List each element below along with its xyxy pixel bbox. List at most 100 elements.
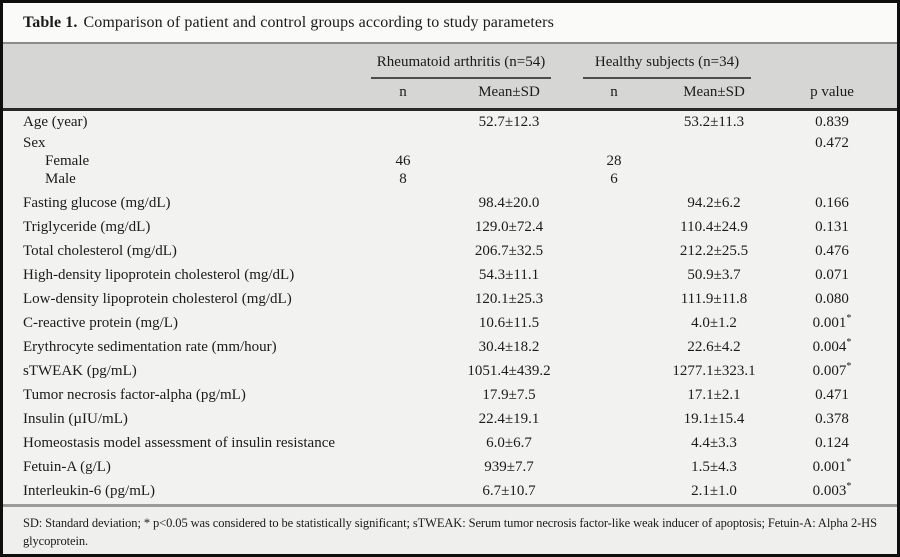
- hs-n-value: 6: [610, 170, 618, 187]
- parameter-label: Insulin (µIU/mL): [23, 410, 128, 427]
- hs-mean-value: 17.1±2.1: [687, 386, 741, 403]
- hs-mean-value: [661, 171, 767, 189]
- group-header-rheumatoid: Rheumatoid arthritis (n=54): [355, 44, 567, 79]
- hs-mean-value: 111.9±11.8: [680, 290, 748, 307]
- table-row: Sex 0.472: [3, 135, 897, 153]
- sub-header-row: n Mean±SD n Mean±SD p value: [3, 79, 897, 111]
- table-number: Table 1.: [23, 14, 78, 31]
- hs-mean-value: 4.4±3.3: [691, 434, 737, 451]
- table-row: Insulin (µIU/mL) 22.4±19.1 19.1±15.4 0.378: [3, 408, 897, 432]
- ra-n-value: [355, 432, 451, 456]
- hs-mean-value: 50.9±3.7: [687, 266, 741, 283]
- hs-mean-header: Mean±SD: [661, 79, 768, 111]
- parameter-label: Age (year): [23, 113, 88, 130]
- ra-mean-value: 98.4±20.0: [478, 194, 540, 211]
- hs-n-header: n: [567, 79, 661, 111]
- ra-mean-value: 17.9±7.5: [482, 386, 536, 403]
- hs-mean-value: 110.4±24.9: [680, 218, 748, 235]
- group-header-rheumatoid-label: Rheumatoid arthritis (n=54): [371, 54, 551, 79]
- parameter-label: Fasting glucose (mg/dL): [23, 194, 171, 211]
- ra-n-value: [355, 216, 451, 240]
- hs-n-value: [567, 135, 661, 153]
- hs-n-value: [567, 109, 661, 135]
- ra-n-value: [355, 109, 451, 135]
- parameter-label: Low-density lipoprotein cholesterol (mg/…: [23, 290, 292, 307]
- hs-n-value: [567, 189, 661, 216]
- hs-mean-value: 2.1±1.0: [691, 482, 737, 499]
- param-header-spacer: [3, 44, 355, 79]
- ra-mean-value: 52.7±12.3: [478, 113, 540, 130]
- hs-mean-value: 19.1±15.4: [683, 410, 745, 427]
- p-value: 0.472: [815, 134, 849, 151]
- ra-mean-value: 10.6±11.5: [478, 314, 540, 331]
- p-value: 0.001*: [812, 312, 852, 331]
- group-header-healthy: Healthy subjects (n=34): [567, 44, 767, 79]
- ra-n-value: [355, 360, 451, 384]
- hs-mean-value: 1.5±4.3: [691, 458, 737, 475]
- ra-n-value: [355, 135, 451, 153]
- hs-n-value: [567, 408, 661, 432]
- parameter-label: Interleukin-6 (pg/mL): [23, 482, 156, 499]
- ra-n-value: [355, 456, 451, 480]
- p-header-spacer: [767, 44, 897, 79]
- ra-mean-value: 22.4±19.1: [478, 410, 540, 427]
- table-footnote: SD: Standard deviation; * p<0.05 was con…: [3, 503, 897, 554]
- p-value: [767, 171, 897, 189]
- p-value: 0.071: [815, 266, 849, 283]
- comparison-table: Rheumatoid arthritis (n=54) Healthy subj…: [3, 44, 897, 504]
- parameter-label: C-reactive protein (mg/L): [23, 314, 178, 331]
- p-value: 0.378: [815, 410, 849, 427]
- table-row: High-density lipoprotein cholesterol (mg…: [3, 264, 897, 288]
- hs-n-value: [567, 288, 661, 312]
- p-value: 0.131: [815, 218, 849, 235]
- parameter-label: High-density lipoprotein cholesterol (mg…: [23, 266, 295, 283]
- ra-mean-header: Mean±SD: [451, 79, 567, 111]
- p-value: 0.124: [815, 434, 849, 451]
- param-subheader: [3, 79, 355, 111]
- ra-n-value: 46: [395, 152, 411, 169]
- p-value: 0.001*: [812, 456, 852, 475]
- table-row: Total cholesterol (mg/dL) 206.7±32.5 212.2…: [3, 240, 897, 264]
- group-header-healthy-label: Healthy subjects (n=34): [583, 54, 752, 79]
- hs-n-value: [567, 456, 661, 480]
- group-header-row: Rheumatoid arthritis (n=54) Healthy subj…: [3, 44, 897, 79]
- hs-mean-value: 4.0±1.2: [691, 314, 737, 331]
- ra-n-value: [355, 288, 451, 312]
- p-value: [767, 153, 897, 171]
- hs-mean-value: [661, 153, 767, 171]
- table-row: Triglyceride (mg/dL) 129.0±72.4 110.4±24.9…: [3, 216, 897, 240]
- ra-mean-value: 54.3±11.1: [478, 266, 540, 283]
- ra-mean-value: 6.0±6.7: [486, 434, 532, 451]
- table-row: sTWEAK (pg/mL) 1051.4±439.2 1277.1±323.1 0.…: [3, 360, 897, 384]
- ra-n-value: [355, 480, 451, 504]
- hs-n-value: [567, 384, 661, 408]
- table-row: Interleukin-6 (pg/mL) 6.7±10.7 2.1±1.0 0.00…: [3, 480, 897, 504]
- p-value: 0.476: [815, 242, 849, 259]
- ra-mean-value: 939±7.7: [484, 458, 534, 475]
- table-row: Female 46 28: [3, 153, 897, 171]
- ra-mean-value: 6.7±10.7: [482, 482, 536, 499]
- p-value: 0.080: [815, 290, 849, 307]
- ra-mean-value: 129.0±72.4: [474, 218, 544, 235]
- p-value: 0.007*: [812, 360, 852, 379]
- parameter-label: Tumor necrosis factor-alpha (pg/mL): [23, 386, 246, 403]
- table-row: Low-density lipoprotein cholesterol (mg/…: [3, 288, 897, 312]
- parameter-label: Triglyceride (mg/dL): [23, 218, 151, 235]
- parameter-label: Total cholesterol (mg/dL): [23, 242, 177, 259]
- table-row: C-reactive protein (mg/L) 10.6±11.5 4.0±1.…: [3, 312, 897, 336]
- ra-mean-value: 1051.4±439.2: [467, 362, 551, 379]
- table-title: Comparison of patient and control groups…: [83, 14, 554, 31]
- parameter-label: Fetuin-A (g/L): [23, 458, 111, 475]
- ra-mean-value: 30.4±18.2: [478, 338, 540, 355]
- ra-n-value: [355, 312, 451, 336]
- parameter-label: Homeostasis model assessment of insulin …: [23, 434, 336, 451]
- hs-mean-value: 53.2±11.3: [683, 113, 745, 130]
- ra-mean-value: 120.1±25.3: [474, 290, 544, 307]
- parameter-label: Sex: [23, 134, 46, 151]
- table-body: Age (year) 52.7±12.3 53.2±11.3 0.839 Sex 0.47…: [3, 109, 897, 504]
- ra-n-value: [355, 336, 451, 360]
- table-row: Age (year) 52.7±12.3 53.2±11.3 0.839: [3, 109, 897, 135]
- table-row: Homeostasis model assessment of insulin …: [3, 432, 897, 456]
- hs-n-value: [567, 240, 661, 264]
- table-row: Erythrocyte sedimentation rate (mm/hour)…: [3, 336, 897, 360]
